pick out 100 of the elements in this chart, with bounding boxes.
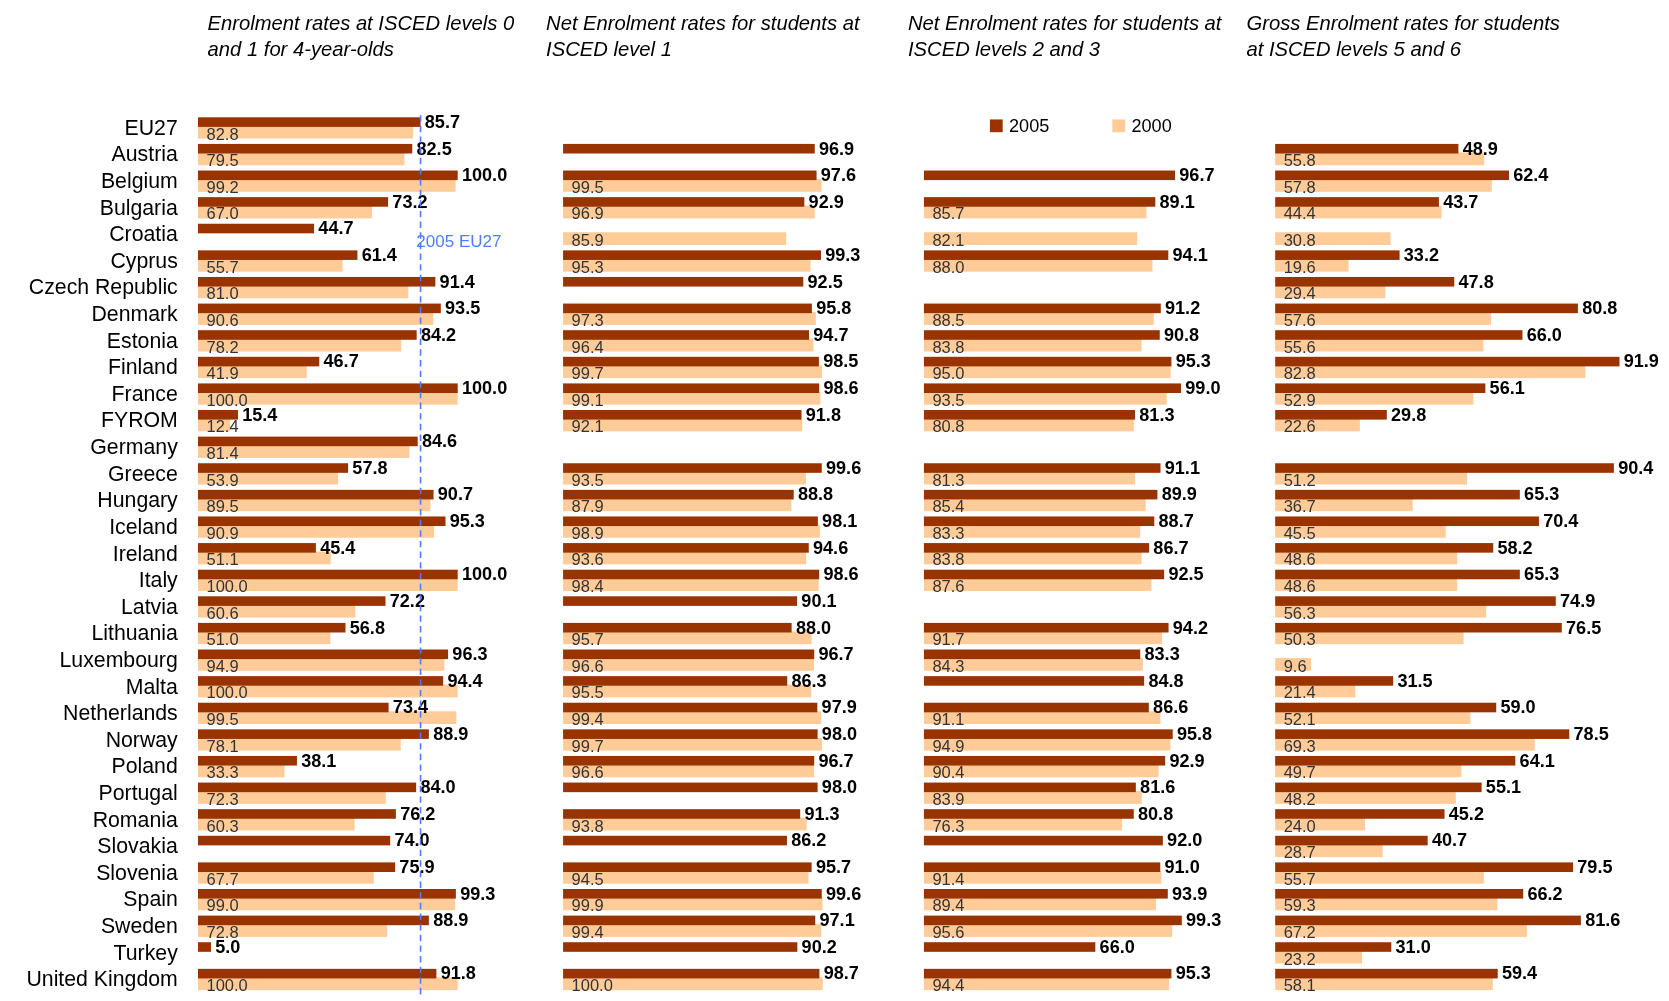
data-label: 91.8 (805, 404, 841, 425)
data-label: 84.2 (420, 324, 457, 345)
data-label: 61.4 (361, 245, 397, 266)
data-label: 86.2 (791, 830, 827, 851)
y-tick-label: Czech Republic (28, 275, 179, 300)
data-label: 95.3 (1175, 963, 1211, 984)
data-label: 47.8 (1458, 271, 1494, 292)
data-label: 87.9 (571, 497, 604, 516)
bar (197, 968, 437, 979)
bar (197, 649, 449, 660)
chart-title: Gross Enrolment rates for students at ISCED levels 5 and 6 (1246, 12, 1560, 61)
data-label: 80.8 (932, 417, 965, 436)
bar (923, 649, 1141, 660)
chart-title: Net Enrolment rates for students at ISCED level 1 (546, 12, 861, 61)
bar (1275, 303, 1578, 314)
data-label: 76.5 (1566, 617, 1602, 638)
data-label: 83.8 (932, 550, 965, 569)
data-label: 96.3 (452, 644, 488, 665)
bar (923, 232, 1138, 246)
bar (563, 356, 819, 367)
data-label: 91.0 (1164, 857, 1200, 878)
y-tick-label: Lithuania (91, 621, 178, 646)
data-label: 98.0 (821, 777, 858, 798)
data-label: 94.1 (1172, 245, 1208, 266)
y-tick-label: Germany (90, 435, 179, 460)
data-label: 33.2 (1403, 245, 1439, 266)
data-label: 84.8 (1148, 670, 1184, 691)
y-tick-label: United Kingdom (26, 967, 178, 992)
data-label: 80.8 (1582, 298, 1618, 319)
bar (923, 755, 1166, 766)
data-label: 100.0 (206, 390, 248, 409)
data-label: 29.4 (1283, 284, 1316, 303)
bar (923, 915, 1182, 926)
y-tick-label: Cyprus (110, 248, 178, 273)
data-label: 59.4 (1501, 963, 1538, 984)
data-label: 91.2 (1165, 298, 1201, 319)
data-label: 59.3 (1283, 896, 1316, 915)
bar (563, 942, 798, 952)
data-label: 94.9 (932, 736, 965, 755)
bar (197, 197, 389, 207)
y-tick-label: Poland (111, 754, 178, 779)
data-label: 95.3 (571, 257, 604, 276)
bar (923, 569, 1165, 580)
data-label: 86.6 (1153, 697, 1189, 718)
data-label: 96.7 (818, 750, 854, 771)
data-label: 93.8 (571, 816, 604, 835)
data-label: 99.0 (1185, 378, 1221, 399)
bar (563, 782, 818, 793)
data-label: 84.3 (932, 656, 965, 675)
data-label: 24.0 (1283, 816, 1316, 835)
data-label: 94.9 (206, 656, 239, 675)
data-label: 57.6 (1283, 310, 1316, 329)
data-label: 100.0 (461, 564, 508, 585)
bar (923, 330, 1160, 340)
data-label: 67.0 (206, 204, 239, 223)
bar (1275, 356, 1620, 367)
y-tick-label: Portugal (98, 781, 178, 806)
data-label: 87.6 (932, 577, 965, 596)
bar (197, 436, 418, 447)
data-label: 29.8 (1391, 404, 1427, 425)
data-label: 69.3 (1283, 736, 1316, 755)
data-label: 55.7 (1283, 869, 1316, 888)
bar (1275, 489, 1520, 500)
data-label: 23.2 (1283, 949, 1316, 968)
data-label: 50.3 (1283, 630, 1316, 649)
bar (563, 276, 804, 287)
bar (1275, 862, 1574, 872)
data-label: 94.4 (447, 670, 483, 691)
data-label: 100.0 (206, 976, 248, 995)
bar (197, 303, 441, 314)
data-label: 100.0 (571, 976, 613, 995)
data-label: 100.0 (206, 577, 248, 596)
data-label: 92.5 (1168, 564, 1204, 585)
data-label: 99.2 (206, 177, 239, 196)
data-label: 40.7 (1431, 830, 1468, 851)
bar (1275, 676, 1394, 686)
bar (1275, 622, 1562, 633)
bar (1275, 330, 1523, 340)
data-label: 95.3 (1175, 351, 1211, 372)
data-label: 82.5 (416, 138, 452, 159)
data-label: 98.1 (822, 511, 858, 532)
data-label: 92.9 (808, 191, 844, 212)
bar (1275, 942, 1392, 952)
bar (1275, 755, 1516, 766)
y-tick-label: Italy (138, 568, 179, 593)
data-label: 31.0 (1395, 936, 1431, 957)
bar (197, 489, 434, 500)
bar (563, 968, 820, 979)
y-tick-label: Estonia (106, 328, 178, 353)
data-label: 83.8 (932, 337, 965, 356)
data-label: 81.6 (1140, 777, 1176, 798)
data-label: 82.8 (206, 124, 239, 143)
bar (1275, 170, 1509, 181)
bar (197, 383, 458, 393)
data-label: 51.1 (206, 550, 239, 569)
bar (563, 250, 821, 260)
y-tick-label: Sweden (100, 914, 178, 939)
data-label: 28.7 (1283, 843, 1316, 862)
data-label: 9.6 (1283, 656, 1307, 675)
data-label: 43.7 (1443, 191, 1479, 212)
